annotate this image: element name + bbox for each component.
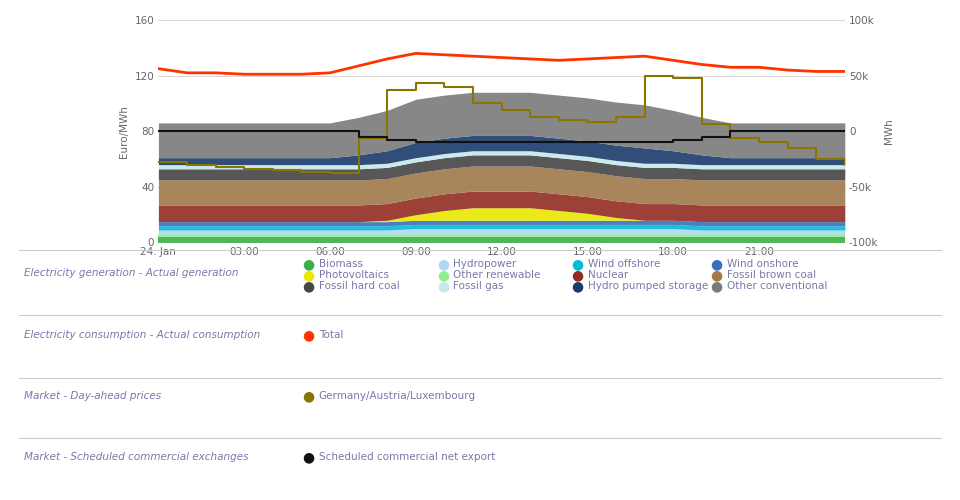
Text: Fossil brown coal: Fossil brown coal [727, 270, 816, 280]
Text: Other renewable: Other renewable [453, 270, 540, 280]
Text: ●: ● [302, 328, 315, 342]
Text: Electricity consumption - Actual consumption: Electricity consumption - Actual consump… [24, 330, 260, 340]
Text: ●: ● [302, 257, 315, 271]
Text: Scheduled commercial net export: Scheduled commercial net export [319, 452, 495, 462]
Text: Nuclear: Nuclear [588, 270, 628, 280]
Text: Market - Day-ahead prices: Market - Day-ahead prices [24, 391, 161, 401]
Text: ●: ● [571, 279, 584, 293]
Text: Hydro pumped storage: Hydro pumped storage [588, 281, 708, 291]
Text: Electricity generation - Actual generation: Electricity generation - Actual generati… [24, 268, 238, 278]
Text: ●: ● [302, 389, 315, 403]
Text: ●: ● [302, 450, 315, 464]
Text: Photovoltaics: Photovoltaics [319, 270, 389, 280]
Text: ●: ● [302, 279, 315, 293]
Text: ●: ● [302, 268, 315, 282]
Text: Wind offshore: Wind offshore [588, 259, 660, 269]
Text: ●: ● [437, 257, 449, 271]
Text: ●: ● [710, 257, 723, 271]
Text: Fossil hard coal: Fossil hard coal [319, 281, 399, 291]
Text: ●: ● [710, 279, 723, 293]
Text: Germany/Austria/Luxembourg: Germany/Austria/Luxembourg [319, 391, 476, 401]
Text: ●: ● [437, 268, 449, 282]
Text: ●: ● [437, 279, 449, 293]
Text: ●: ● [571, 257, 584, 271]
Text: Wind onshore: Wind onshore [727, 259, 798, 269]
Text: Market - Scheduled commercial exchanges: Market - Scheduled commercial exchanges [24, 452, 249, 462]
Text: Other conventional: Other conventional [727, 281, 828, 291]
Text: Hydropower: Hydropower [453, 259, 516, 269]
Text: ●: ● [710, 268, 723, 282]
Text: Biomass: Biomass [319, 259, 363, 269]
Text: ●: ● [571, 268, 584, 282]
Text: Total: Total [319, 330, 343, 340]
Y-axis label: Euro/MWh: Euro/MWh [119, 105, 129, 158]
Text: Fossil gas: Fossil gas [453, 281, 504, 291]
Y-axis label: MWh: MWh [884, 118, 894, 144]
